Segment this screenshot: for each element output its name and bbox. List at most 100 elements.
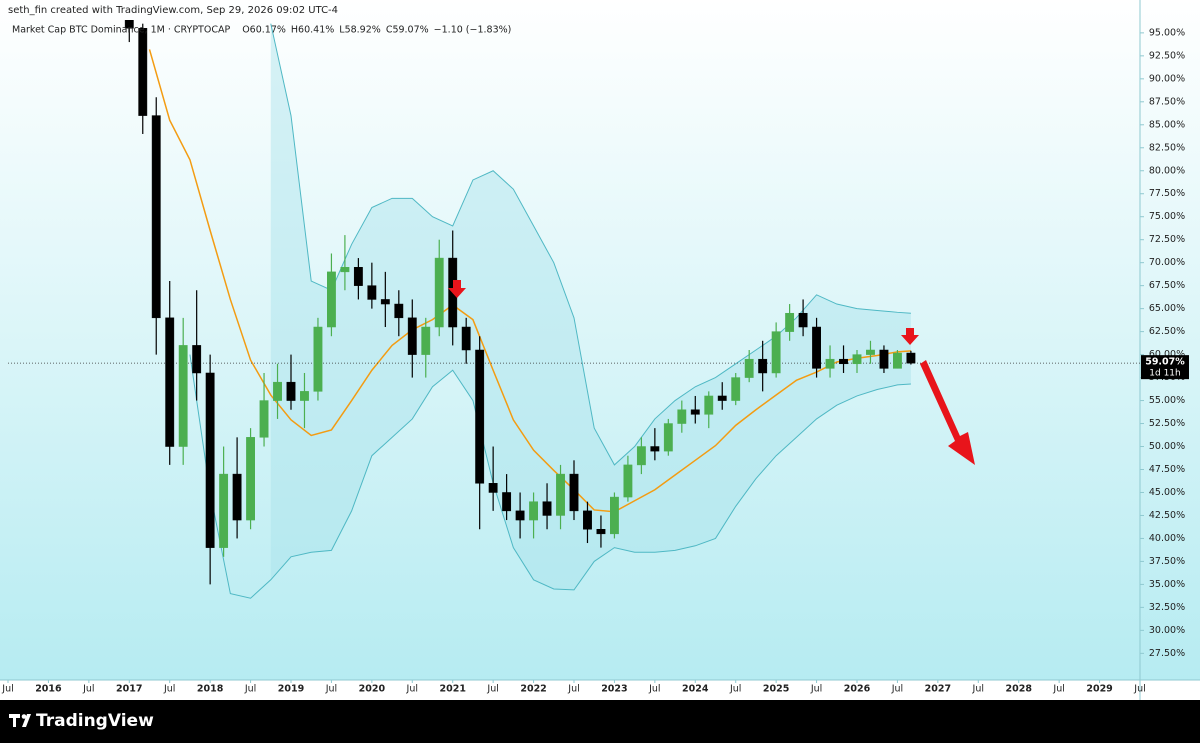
candle-body	[138, 28, 148, 116]
candle-body	[124, 20, 134, 29]
x-tick-label: 2027	[925, 684, 951, 695]
candle-body	[744, 358, 754, 378]
candle-body	[421, 326, 431, 355]
x-tick-label: Jul	[1133, 684, 1145, 695]
candle-body	[394, 303, 404, 319]
candle-body	[866, 349, 875, 355]
legend-close: C59.07%	[386, 25, 429, 36]
down-arrow-large	[920, 360, 975, 465]
y-tick-label: 67.50%	[1149, 280, 1185, 291]
x-tick-label: 2017	[116, 684, 142, 695]
candle-body	[717, 395, 727, 401]
legend-open: O60.17%	[242, 25, 286, 36]
band-fill	[270, 23, 911, 590]
x-tick-label: 2028	[1005, 684, 1032, 695]
candle-body	[192, 345, 202, 374]
x-tick-label: Jul	[810, 684, 822, 695]
x-tick-label: Jul	[972, 684, 984, 695]
candle-body	[353, 267, 363, 286]
y-tick-label: 87.50%	[1149, 96, 1185, 107]
x-tick-label: Jul	[486, 684, 498, 695]
y-tick-label: 90.00%	[1149, 73, 1185, 84]
y-tick-label: 32.50%	[1149, 602, 1185, 613]
candle-body	[812, 326, 821, 369]
candle-body	[178, 345, 188, 447]
candle-body	[839, 358, 848, 365]
y-tick-label: 35.00%	[1149, 579, 1185, 590]
price-label: 59.07%	[1145, 357, 1185, 368]
y-tick-label: 85.00%	[1149, 119, 1185, 130]
x-tick-label: 2022	[520, 684, 546, 695]
candle-body	[219, 473, 229, 548]
x-tick-label: Jul	[163, 684, 175, 695]
candle-body	[340, 267, 350, 273]
candle-body	[529, 501, 538, 521]
time-axis-background	[0, 680, 1200, 700]
x-tick-label: 2026	[844, 684, 871, 695]
candle-body	[327, 271, 336, 328]
candle-body	[515, 510, 525, 521]
candle-body	[596, 528, 606, 535]
candle-body	[690, 409, 700, 415]
y-tick-label: 55.00%	[1149, 395, 1185, 406]
y-tick-label: 45.00%	[1149, 487, 1185, 498]
candle-body	[488, 483, 498, 493]
y-tick-label: 62.50%	[1149, 326, 1185, 337]
candle-body	[610, 496, 619, 535]
y-tick-label: 75.00%	[1149, 211, 1185, 222]
footer	[0, 700, 1200, 743]
y-tick-label: 72.50%	[1149, 234, 1185, 245]
y-tick-label: 82.50%	[1149, 142, 1185, 153]
y-tick-label: 27.50%	[1149, 648, 1185, 659]
candle-body	[852, 354, 862, 365]
y-tick-label: 80.00%	[1149, 165, 1185, 176]
candle-body	[380, 299, 390, 305]
candle-body	[300, 391, 309, 401]
y-tick-label: 42.50%	[1149, 510, 1185, 521]
bollinger-band	[270, 23, 911, 466]
y-tick-label: 65.00%	[1149, 303, 1185, 314]
candle-body	[785, 312, 795, 332]
y-tick-label: 47.50%	[1149, 464, 1185, 475]
x-tick-label: Jul	[1052, 684, 1064, 695]
candle-body	[542, 501, 552, 516]
x-tick-label: 2023	[601, 684, 627, 695]
legend-high: H60.41%	[291, 25, 334, 36]
y-tick-label: 77.50%	[1149, 188, 1185, 199]
x-tick-label: 2021	[439, 684, 465, 695]
candle-body	[569, 473, 579, 512]
candle-body	[798, 312, 808, 328]
x-tick-label: Jul	[244, 684, 256, 695]
candle-body	[583, 510, 592, 530]
logo-mark	[22, 714, 31, 727]
candle-body	[286, 381, 296, 401]
candle-body	[663, 423, 673, 452]
y-tick-label: 37.50%	[1149, 556, 1185, 567]
candle-body	[151, 115, 161, 319]
y-tick-label: 60.00%	[1149, 349, 1185, 360]
x-tick-label: Jul	[1, 684, 13, 695]
candle-body	[259, 400, 269, 438]
x-tick-label: Jul	[82, 684, 94, 695]
x-tick-label: 2018	[197, 684, 224, 695]
x-tick-label: Jul	[891, 684, 903, 695]
x-tick-label: 2029	[1086, 684, 1112, 695]
y-tick-label: 95.00%	[1149, 27, 1185, 38]
candle-body	[313, 326, 323, 392]
logo-mark	[9, 714, 20, 727]
legend-low: L58.92%	[339, 25, 381, 36]
annotations	[448, 280, 975, 465]
candle-body	[165, 317, 175, 447]
y-tick-label: 30.00%	[1149, 625, 1185, 636]
down-arrow-small	[901, 328, 919, 345]
attribution: seth_fin created with TradingView.com, S…	[8, 5, 338, 16]
x-tick-label: 2025	[763, 684, 789, 695]
footer-brand: TradingView	[36, 711, 154, 731]
y-tick-label: 40.00%	[1149, 533, 1185, 544]
legend: Market Cap BTC Dominance, 1M · CRYPTOCAP…	[12, 25, 511, 36]
legend-change: −1.10 (−1.83%)	[434, 25, 512, 36]
x-tick-label: 2016	[35, 684, 62, 695]
y-tick-label: 70.00%	[1149, 257, 1185, 268]
candle-body	[461, 326, 471, 351]
